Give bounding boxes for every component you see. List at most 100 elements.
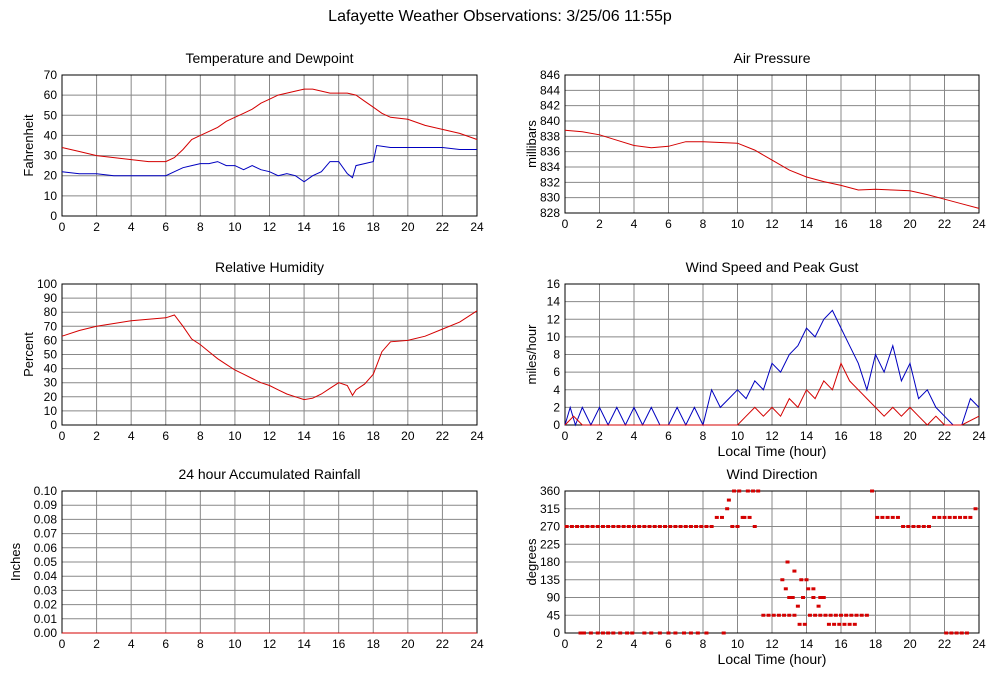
- data-point: [735, 525, 740, 528]
- data-point: [839, 613, 843, 617]
- data-point: [911, 525, 916, 528]
- data-point: [771, 613, 776, 617]
- data-point: [823, 613, 828, 617]
- y-tick-label: 6: [553, 365, 560, 379]
- x-tick-label: 16: [332, 637, 346, 651]
- data-point: [795, 604, 800, 608]
- y-tick-label: 8: [553, 348, 560, 362]
- x-tick-label: 6: [665, 429, 672, 443]
- x-tick-label: 12: [263, 429, 277, 443]
- y-tick-label: 14: [547, 295, 561, 309]
- y-tick-label: 80: [44, 305, 58, 319]
- data-point: [804, 578, 809, 582]
- y-tick-label: 315: [540, 502, 560, 516]
- x-tick-label: 16: [834, 217, 848, 231]
- y-tick-label: 16: [547, 277, 561, 291]
- x-tick-label: 18: [869, 637, 883, 651]
- data-point: [642, 525, 647, 528]
- x-tick-label: 22: [436, 637, 450, 651]
- data-point: [761, 613, 766, 617]
- x-tick-label: 22: [436, 220, 450, 234]
- x-tick-label: 14: [800, 637, 814, 651]
- x-tick-label: 10: [731, 217, 745, 231]
- x-tick-label: 12: [765, 637, 779, 651]
- x-tick-label: 18: [869, 217, 883, 231]
- data-point: [885, 515, 890, 519]
- chart-title: Air Pressure: [733, 50, 810, 66]
- data-point: [606, 525, 611, 528]
- data-point: [787, 596, 792, 599]
- data-point: [811, 587, 816, 591]
- data-point: [725, 507, 730, 511]
- x-tick-label: 24: [470, 637, 484, 651]
- x-tick-label: 16: [332, 429, 346, 443]
- data-point: [968, 515, 973, 519]
- x-tick-label: 6: [665, 637, 672, 651]
- y-tick-label: 844: [540, 83, 560, 97]
- data-point: [785, 560, 790, 564]
- x-tick-label: 20: [401, 637, 415, 651]
- data-point: [673, 631, 678, 635]
- x-tick-label: 20: [903, 429, 917, 443]
- data-point: [783, 587, 788, 591]
- chart-title: Temperature and Dewpoint: [185, 50, 353, 66]
- x-tick-label: 4: [631, 429, 638, 443]
- data-point: [647, 525, 652, 528]
- data-point: [806, 587, 811, 591]
- x-tick-label: 0: [562, 217, 569, 231]
- data-point: [937, 515, 942, 519]
- x-tick-label: 0: [59, 637, 66, 651]
- y-tick-label: 360: [540, 484, 560, 498]
- data-point: [626, 525, 631, 528]
- y-tick-label: 0.08: [34, 512, 58, 526]
- y-tick-label: 10: [547, 330, 561, 344]
- x-tick-label: 0: [562, 429, 569, 443]
- data-point: [564, 525, 569, 528]
- data-point: [585, 525, 590, 528]
- y-tick-label: 100: [37, 277, 57, 291]
- x-tick-label: 4: [128, 220, 135, 234]
- x-tick-label: 20: [903, 217, 917, 231]
- data-point: [952, 515, 957, 519]
- data-point: [916, 525, 921, 528]
- y-tick-label: 270: [540, 520, 560, 534]
- data-point: [606, 631, 611, 635]
- data-point: [682, 631, 687, 635]
- data-point: [704, 631, 709, 635]
- y-tick-label: 0: [553, 418, 560, 432]
- x-tick-label: 2: [596, 217, 603, 231]
- data-point: [787, 613, 792, 617]
- data-point: [595, 525, 600, 528]
- plot-frame: [61, 74, 478, 217]
- y-tick-label: 830: [540, 191, 560, 205]
- data-point: [954, 631, 959, 635]
- data-point: [595, 631, 600, 635]
- y-tick-label: 40: [44, 362, 58, 376]
- y-tick-label: 20: [44, 169, 58, 183]
- x-tick-label: 6: [665, 217, 672, 231]
- data-point: [618, 631, 623, 635]
- plot-frame: [564, 74, 980, 214]
- x-tick-label: 20: [401, 429, 415, 443]
- y-tick-label: 225: [540, 537, 560, 551]
- x-tick-label: 14: [297, 220, 311, 234]
- x-tick-label: 14: [800, 429, 814, 443]
- y-axis-label: degrees: [524, 538, 539, 585]
- data-point: [790, 596, 795, 599]
- x-tick-label: 16: [834, 637, 848, 651]
- x-tick-label: 4: [128, 637, 135, 651]
- data-point: [625, 631, 630, 635]
- x-tick-label: 14: [800, 217, 814, 231]
- data-point: [890, 515, 895, 519]
- x-tick-label: 24: [972, 217, 986, 231]
- y-tick-label: 30: [44, 149, 58, 163]
- data-point: [637, 525, 642, 528]
- data-point: [678, 525, 683, 528]
- x-tick-label: 2: [93, 637, 100, 651]
- plot-frame: [61, 283, 478, 426]
- y-tick-label: 180: [540, 555, 560, 569]
- data-point: [906, 525, 911, 528]
- x-tick-label: 8: [197, 220, 204, 234]
- x-tick-label: 20: [903, 637, 917, 651]
- data-point: [864, 613, 869, 617]
